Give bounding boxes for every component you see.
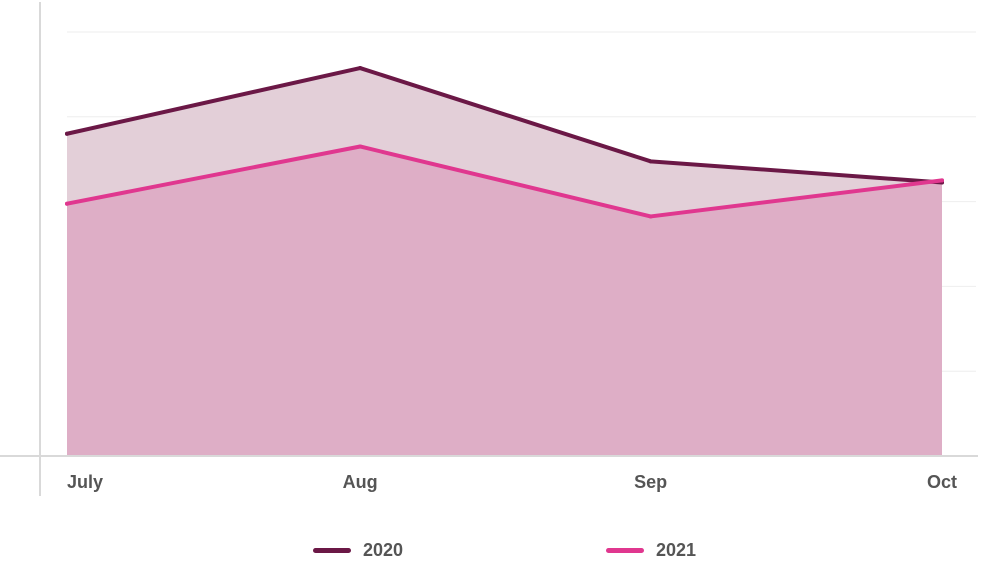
line-2020 bbox=[65, 66, 944, 185]
point-2020-Aug bbox=[358, 66, 363, 71]
x-tick-label-sep: Sep bbox=[634, 472, 667, 492]
point-2021-Oct bbox=[940, 178, 944, 183]
point-2020-Sep bbox=[648, 159, 653, 164]
series-lines bbox=[65, 66, 944, 219]
x-tick-label-july: July bbox=[67, 472, 103, 492]
point-2021-July bbox=[65, 201, 69, 206]
legend-swatch-2021 bbox=[606, 548, 644, 553]
x-tick-label-oct: Oct bbox=[927, 472, 957, 492]
area-2021 bbox=[67, 146, 942, 457]
legend-label-2021: 2021 bbox=[656, 540, 697, 560]
legend-item-2021[interactable]: 2021 bbox=[606, 540, 696, 561]
line-2021 bbox=[65, 144, 944, 219]
series-areas bbox=[67, 68, 942, 457]
x-tick-labels: July Aug Sep Oct bbox=[67, 472, 957, 492]
point-2021-Sep bbox=[648, 214, 653, 219]
legend-swatch-2020 bbox=[313, 548, 351, 553]
legend: 2020 2021 bbox=[0, 540, 1000, 570]
x-tick-label-aug: Aug bbox=[343, 472, 378, 492]
point-2020-July bbox=[65, 131, 69, 136]
legend-label-2020: 2020 bbox=[363, 540, 404, 560]
axes bbox=[0, 2, 978, 496]
legend-item-2020[interactable]: 2020 bbox=[313, 540, 403, 561]
point-2021-Aug bbox=[358, 144, 363, 149]
